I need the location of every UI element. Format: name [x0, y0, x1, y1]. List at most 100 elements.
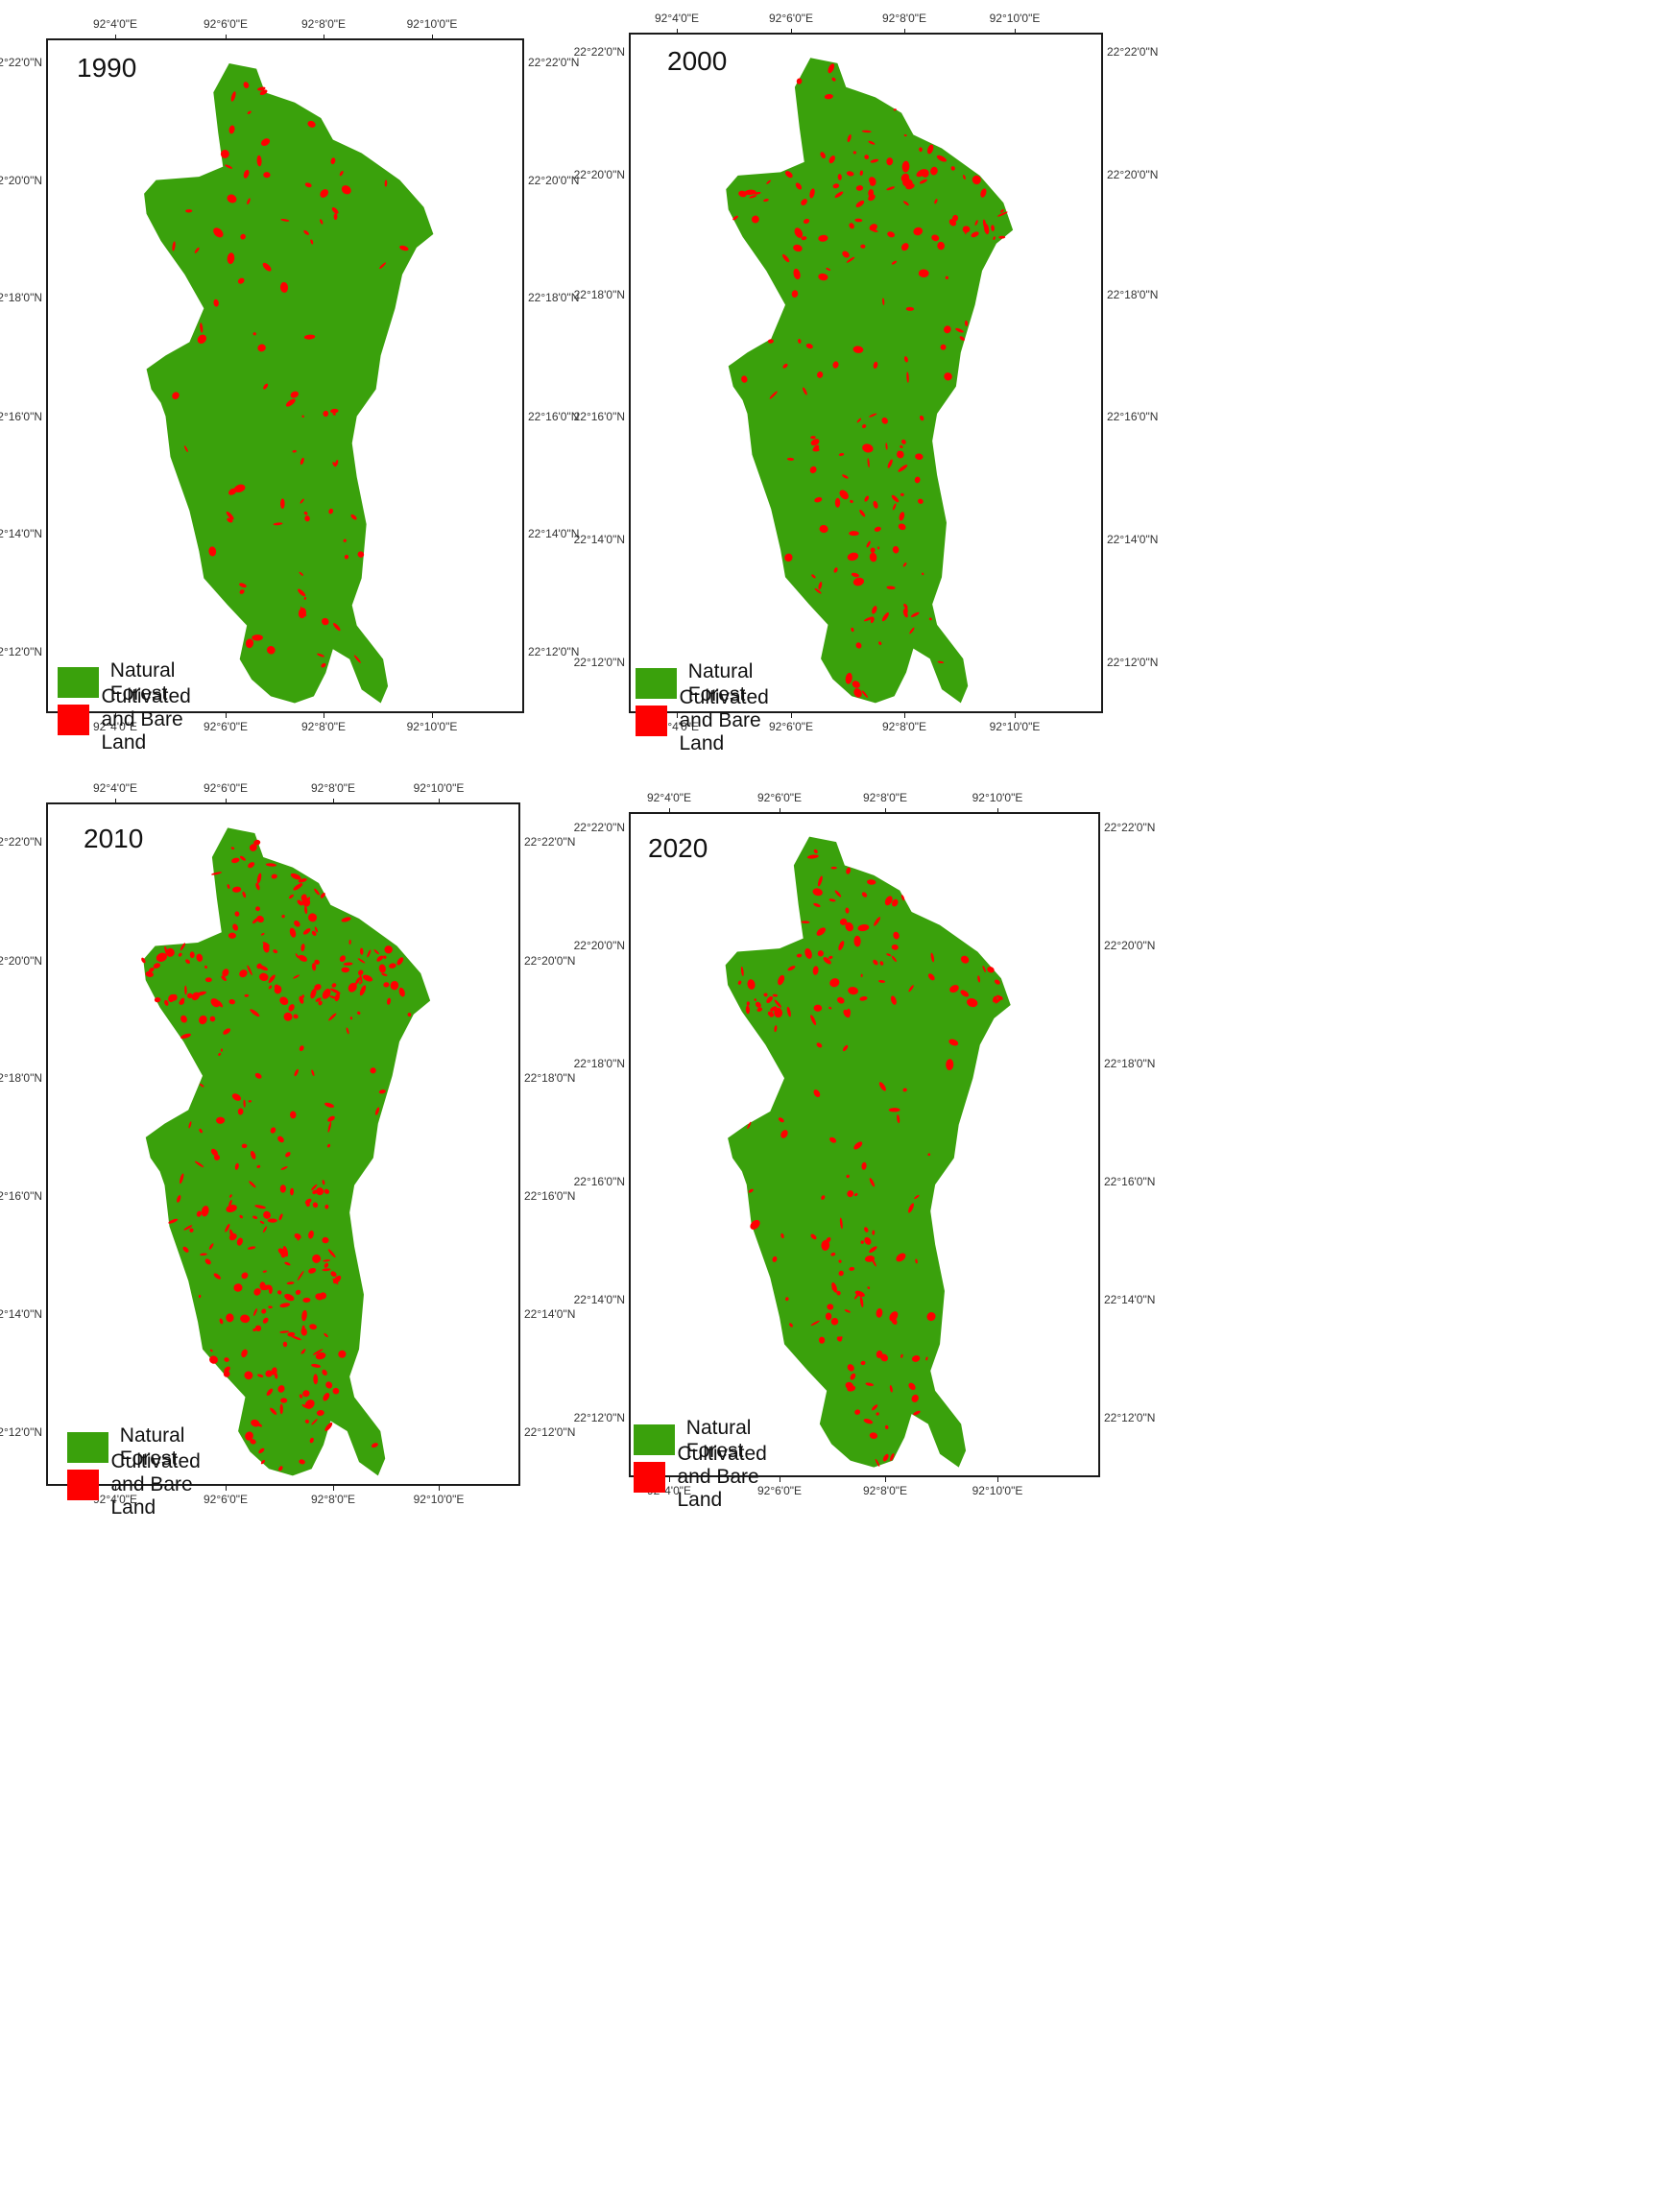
- bare-land-patch: [870, 617, 875, 624]
- tick-mark: [885, 808, 886, 813]
- longitude-tick-label: 92°6'0"E: [203, 781, 249, 795]
- bare-land-patch: [893, 108, 897, 111]
- bare-land-patch: [869, 1246, 877, 1254]
- bare-land-patch: [252, 634, 263, 641]
- latitude-tick-label: 22°14'0"N: [524, 1307, 576, 1321]
- bare-land-patch: [854, 1409, 861, 1415]
- longitude-tick-label: 92°8'0"E: [300, 720, 347, 733]
- tick-mark: [885, 1477, 886, 1482]
- bare-land-patch: [851, 627, 854, 633]
- tick-mark: [432, 713, 433, 718]
- bare-land-patch: [231, 1093, 242, 1101]
- bare-land-patch: [994, 979, 1000, 985]
- bare-land-patch: [322, 1268, 331, 1272]
- bare-land-patch: [816, 1042, 823, 1048]
- latitude-tick-label: 22°16'0"N: [524, 1189, 576, 1203]
- bare-land-patch: [255, 882, 260, 891]
- bare-land-patch: [864, 495, 870, 502]
- bare-land-patch: [847, 133, 852, 143]
- bare-land-patch: [225, 164, 233, 169]
- bare-land-patch: [313, 1374, 319, 1385]
- legend-swatch-bare-land: [67, 1470, 100, 1500]
- bare-land-patch: [279, 996, 289, 1006]
- legend-label-forest: Natural Forest: [119, 1424, 185, 1470]
- bare-land-patch: [257, 344, 266, 352]
- bare-land-patch: [332, 1387, 340, 1395]
- bare-land-patch: [785, 1297, 789, 1302]
- bare-land-patch: [830, 1252, 836, 1256]
- bare-land-patch: [253, 1288, 261, 1296]
- bare-land-patch: [254, 1205, 266, 1209]
- bare-land-patch: [327, 1249, 336, 1258]
- bare-land-patch: [177, 1195, 181, 1203]
- bare-land-patch: [817, 875, 823, 887]
- bare-land-patch: [298, 878, 307, 883]
- bare-land-patch: [302, 928, 311, 935]
- bare-land-patch: [785, 171, 793, 179]
- bare-land-patch: [379, 262, 387, 270]
- bare-land-patch: [209, 1355, 219, 1364]
- bare-land-patch: [838, 1259, 842, 1263]
- bare-land-patch: [828, 955, 833, 960]
- bare-land-patch: [864, 1227, 869, 1232]
- bare-land-patch: [390, 981, 399, 991]
- bare-land-patch: [886, 586, 896, 590]
- bare-land-patch: [330, 988, 341, 994]
- bare-land-patch: [273, 522, 283, 526]
- bare-land-patch: [851, 572, 859, 578]
- bare-land-patch: [937, 241, 945, 251]
- bare-land-patch: [909, 627, 915, 634]
- bare-land-patch: [766, 179, 771, 184]
- bare-land-patch: [243, 82, 250, 88]
- bare-land-patch: [330, 1271, 337, 1278]
- bare-land-patch: [857, 924, 870, 932]
- bare-land-patch: [200, 323, 204, 333]
- bare-land-patch: [224, 1357, 229, 1362]
- bare-land-patch: [259, 89, 268, 96]
- land-cover-map: [726, 58, 1014, 704]
- tick-mark: [904, 713, 905, 718]
- bare-land-patch: [220, 150, 229, 158]
- bare-land-patch: [937, 660, 945, 664]
- bare-land-patch: [993, 236, 996, 241]
- bare-land-patch: [227, 194, 237, 203]
- bare-land-patch: [197, 334, 207, 344]
- bare-land-patch: [200, 1253, 207, 1256]
- longitude-tick-label: 92°4'0"E: [92, 781, 138, 795]
- bare-land-patch: [869, 1178, 876, 1187]
- bare-land-patch: [926, 144, 934, 155]
- bare-land-patch: [832, 183, 840, 189]
- bare-land-patch: [265, 863, 277, 867]
- bare-land-patch: [828, 63, 835, 74]
- bare-land-patch: [180, 1173, 184, 1184]
- bare-land-patch: [262, 942, 270, 947]
- bare-land-patch: [914, 476, 921, 484]
- bare-land-patch: [898, 523, 906, 531]
- bare-land-patch: [228, 998, 235, 1005]
- bare-land-patch: [279, 1303, 291, 1308]
- bare-land-patch: [864, 1256, 876, 1262]
- bare-land-patch: [845, 907, 850, 914]
- bare-land-patch: [827, 1304, 834, 1310]
- bare-land-patch: [860, 1240, 864, 1244]
- bare-land-patch: [251, 1419, 260, 1427]
- legend-swatch-bare-land: [634, 1462, 666, 1493]
- bare-land-patch: [825, 1312, 832, 1321]
- bare-land-patch: [299, 1394, 303, 1399]
- bare-land-patch: [183, 445, 188, 453]
- bare-land-patch: [778, 1117, 784, 1123]
- bare-land-patch: [279, 1184, 286, 1193]
- bare-land-patch: [299, 995, 304, 1004]
- bare-land-patch: [279, 281, 289, 293]
- bare-land-patch: [798, 338, 802, 344]
- bare-land-patch: [168, 1218, 179, 1224]
- bare-land-patch: [818, 234, 828, 242]
- bare-land-patch: [274, 984, 279, 991]
- longitude-tick-label: 92°6'0"E: [768, 720, 814, 733]
- bare-land-patch: [398, 987, 405, 997]
- bare-land-patch: [199, 1083, 204, 1088]
- bare-land-patch: [892, 503, 897, 511]
- bare-land-patch: [834, 191, 844, 199]
- latitude-tick-label: 22°18'0"N: [528, 291, 580, 304]
- bare-land-patch: [199, 1015, 207, 1025]
